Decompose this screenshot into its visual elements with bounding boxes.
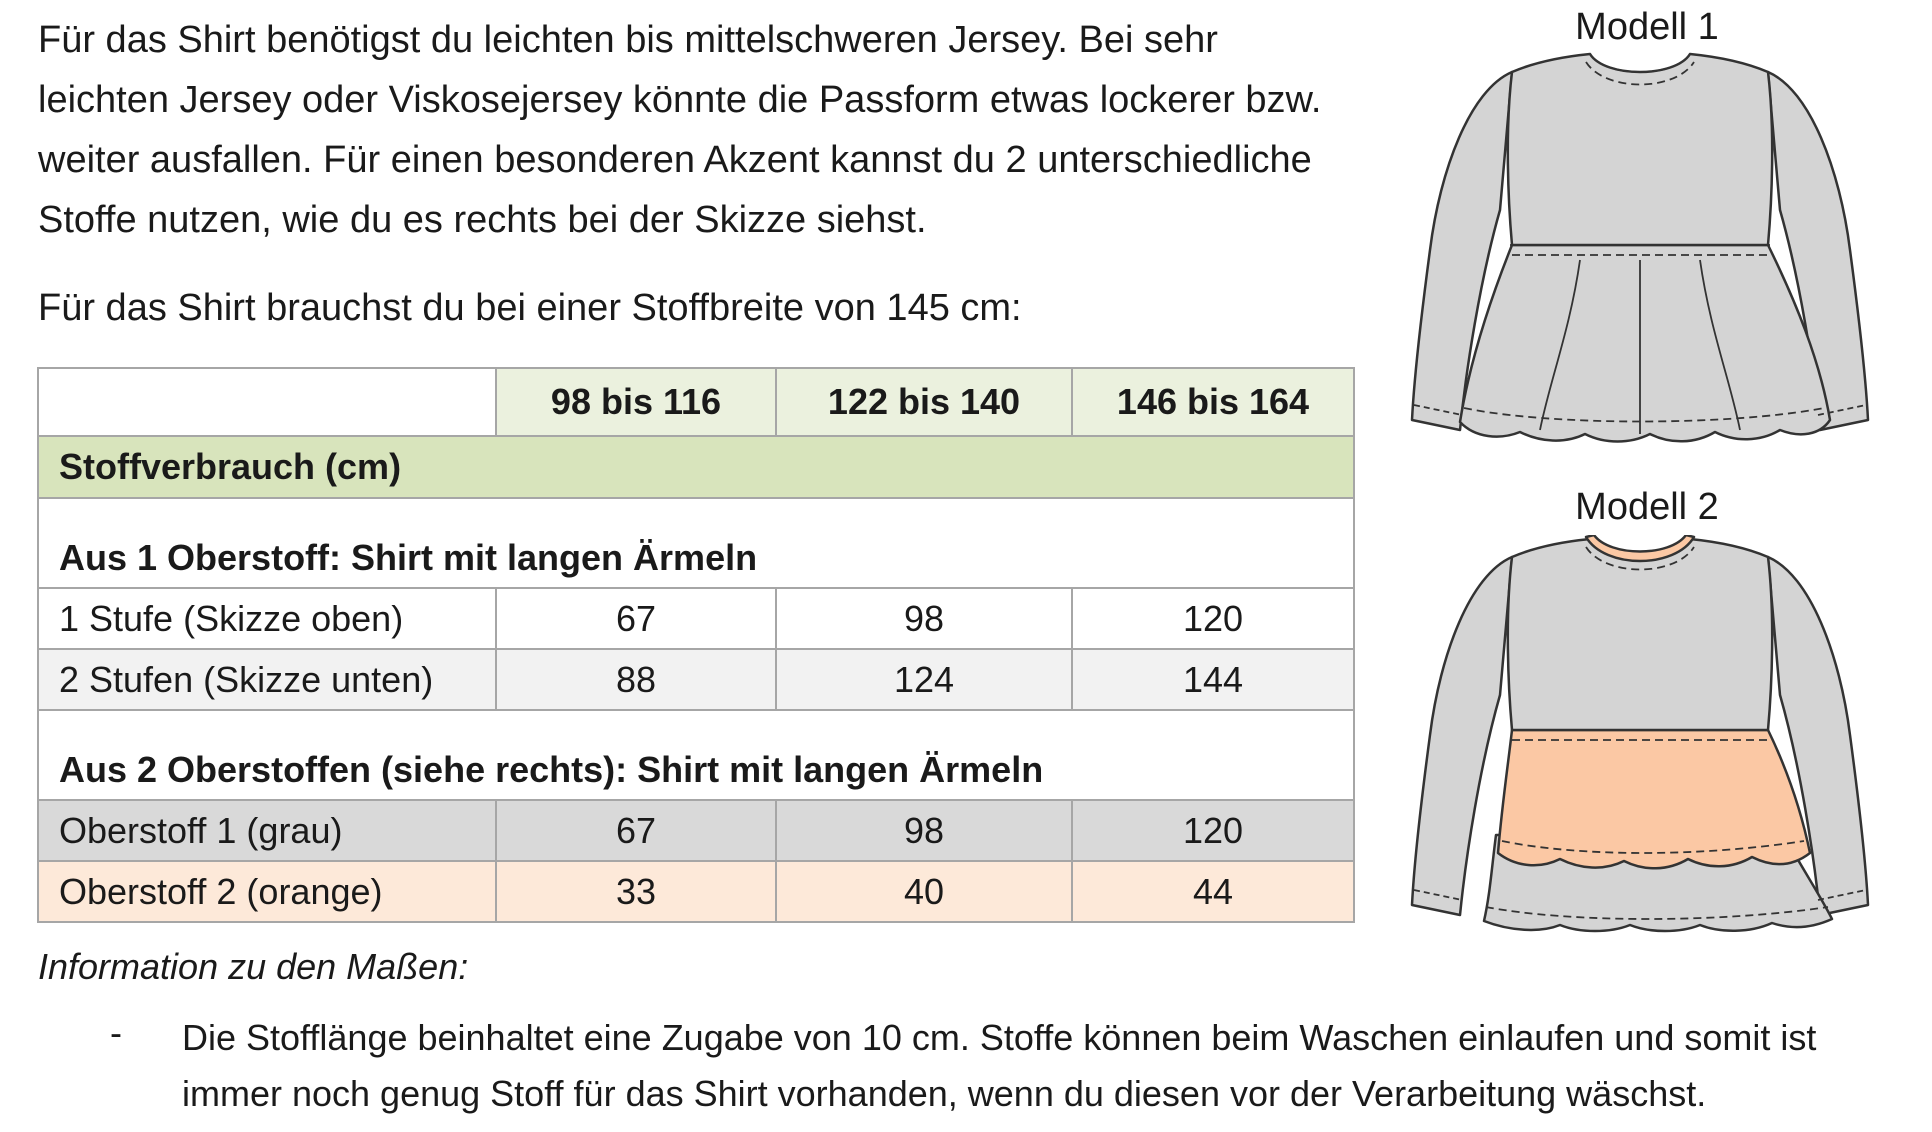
row-value: 98 [775,587,1073,650]
info-note: Die Stofflänge beinhaltet eine Zugabe vo… [182,1017,1817,1114]
table-row: Oberstoff 1 (grau) 67 98 120 [37,799,1355,862]
row-label: Oberstoff 2 (orange) [37,860,497,923]
row-value: 67 [495,587,777,650]
row-value: 44 [1071,860,1355,923]
row-value: 98 [775,799,1073,862]
row-value: 120 [1071,799,1355,862]
table-row: 2 Stufen (Skizze unten) 88 124 144 [37,648,1355,711]
row-label: 2 Stufen (Skizze unten) [37,648,497,711]
group2-title: Aus 2 Oberstoffen (siehe rechts): Shirt … [37,709,1355,801]
info-title: Information zu den Maßen: [38,946,469,987]
row-value: 40 [775,860,1073,923]
row-label: Oberstoff 1 (grau) [37,799,497,862]
section-row: Stoffverbrauch (cm) [37,435,1355,499]
intro-paragraph: Für das Shirt benötigst du leichten bis … [38,19,1322,241]
row-value: 88 [495,648,777,711]
fabric-width-lead: Für das Shirt brauchst du bei einer Stof… [38,287,1022,329]
row-label: 1 Stufe (Skizze oben) [37,587,497,650]
header-size-146-164: 146 bis 164 [1071,367,1355,437]
model2-shirt-sketch [1410,535,1870,933]
model1-shirt-sketch [1410,52,1870,443]
row-value: 67 [495,799,777,862]
model1-title: Modell 1 [1575,6,1719,48]
table-row: Oberstoff 2 (orange) 33 40 44 [37,860,1355,923]
table-header-row: 98 bis 116 122 bis 140 146 bis 164 [37,367,1355,437]
row-value: 144 [1071,648,1355,711]
table-row: 1 Stufe (Skizze oben) 67 98 120 [37,587,1355,650]
row-value: 120 [1071,587,1355,650]
header-empty-cell [37,367,497,437]
header-size-98-116: 98 bis 116 [495,367,777,437]
header-size-122-140: 122 bis 140 [775,367,1073,437]
group2-heading-row: Aus 2 Oberstoffen (siehe rechts): Shirt … [37,709,1355,801]
bullet-dash: - [110,1012,122,1053]
section-title: Stoffverbrauch (cm) [37,435,1355,499]
fabric-consumption-table: 98 bis 116 122 bis 140 146 bis 164 Stoff… [37,367,1355,923]
row-value: 124 [775,648,1073,711]
model2-title: Modell 2 [1575,486,1719,528]
group1-heading-row: Aus 1 Oberstoff: Shirt mit langen Ärmeln [37,497,1355,589]
group1-title: Aus 1 Oberstoff: Shirt mit langen Ärmeln [37,497,1355,589]
row-value: 33 [495,860,777,923]
